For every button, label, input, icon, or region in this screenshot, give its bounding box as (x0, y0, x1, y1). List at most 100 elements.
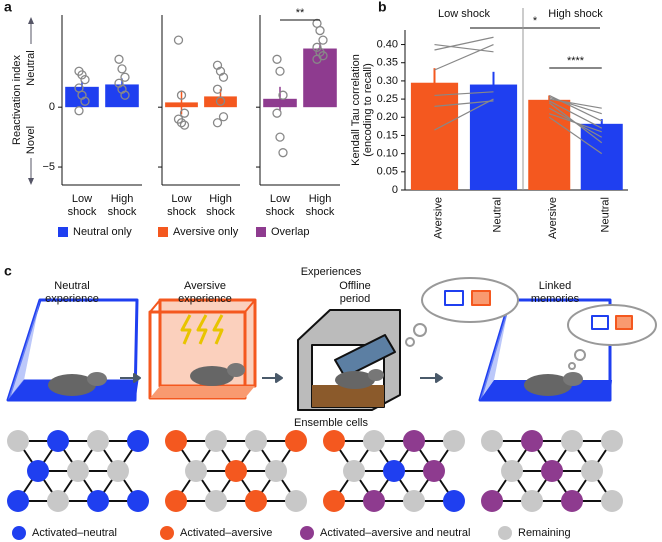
panel-title: Low shock (438, 8, 490, 20)
data-point (176, 90, 187, 100)
y-axis-label: Reactivation index (11, 55, 23, 145)
x-tick-label: Low (72, 193, 92, 205)
data-point (318, 35, 328, 45)
cell-node (67, 460, 89, 482)
legend-swatch (158, 227, 168, 237)
data-point (312, 54, 322, 64)
x-tick-label: Low (171, 193, 191, 205)
data-point (272, 54, 282, 64)
cell-node (87, 490, 109, 512)
subject-line (434, 36, 494, 51)
data-point (173, 35, 184, 45)
data-point (77, 70, 87, 80)
axis-arrow (28, 17, 34, 24)
data-point (278, 148, 288, 158)
y-tick-label: 0.05 (377, 166, 398, 178)
cell-node (521, 430, 543, 452)
x-tick-label: Neutral (491, 197, 503, 232)
y-tick-label: 0 (49, 101, 55, 113)
cell-node (501, 460, 523, 482)
cell-node (107, 460, 129, 482)
x-tick-label: Aversive (432, 197, 444, 239)
significance: **** (567, 55, 585, 67)
data-point (312, 42, 322, 52)
x-tick-label: shock (68, 206, 97, 218)
cell-node (127, 490, 149, 512)
cell-node (185, 460, 207, 482)
legend-swatch (160, 526, 174, 540)
bar (528, 99, 571, 190)
y-axis-label: Kendall Tau correlation (350, 54, 362, 166)
panel-label: b (378, 0, 387, 15)
x-tick-label: shock (206, 206, 235, 218)
data-point (74, 106, 84, 116)
data-point (278, 90, 288, 100)
cell-node (47, 490, 69, 512)
cell-node (285, 430, 307, 452)
cell-node (601, 430, 623, 452)
stage-label: memories (531, 293, 580, 305)
cell-node (383, 460, 405, 482)
cell-node (581, 460, 603, 482)
subject-line (434, 91, 494, 97)
subject-line (548, 100, 603, 129)
legend-label: Overlap (271, 226, 310, 238)
data-point (179, 120, 190, 130)
cell-node (561, 490, 583, 512)
legend-label: Activated–neutral (32, 527, 117, 539)
cell-node (403, 490, 425, 512)
x-tick-label: shock (108, 206, 137, 218)
bar (65, 86, 99, 108)
x-tick-label: shock (167, 206, 196, 218)
data-point (80, 74, 90, 85)
data-point (212, 84, 223, 94)
cell-node (521, 490, 543, 512)
y-tick-label: −5 (42, 161, 55, 173)
subject-line (434, 43, 494, 53)
legend-swatch (498, 526, 512, 540)
data-point (275, 132, 285, 142)
bar (469, 84, 518, 190)
data-point (117, 64, 127, 74)
data-point (218, 72, 229, 82)
legend-label: Activated–aversive and neutral (320, 527, 470, 539)
cell-node (127, 430, 149, 452)
cell-node (245, 430, 267, 452)
data-point (176, 118, 187, 128)
cell-node (87, 430, 109, 452)
cell-node (205, 430, 227, 452)
significance: ** (296, 7, 305, 19)
cell-node (7, 430, 29, 452)
cell-node (443, 430, 465, 452)
cell-node (323, 430, 345, 452)
cell-node (47, 430, 69, 452)
cell-node (561, 430, 583, 452)
x-tick-label: High (309, 193, 332, 205)
cell-node (27, 460, 49, 482)
x-tick-label: Neutral (600, 197, 612, 232)
stage-label: period (340, 293, 371, 305)
data-point (218, 112, 229, 122)
subject-line (548, 116, 603, 155)
data-point (114, 54, 124, 64)
x-tick-label: Aversive (547, 197, 559, 239)
stage-label: Neutral (54, 280, 89, 292)
y-tick-label: 0.30 (377, 75, 398, 87)
y-tick-label: 0.15 (377, 129, 398, 141)
y-axis-label: Novel (25, 126, 37, 154)
illustrations (6, 277, 657, 411)
cell-node (245, 490, 267, 512)
cell-node (403, 430, 425, 452)
stage-label: Aversive (184, 280, 226, 292)
bar (105, 84, 139, 108)
panel-label: a (4, 0, 12, 15)
cell-node (343, 460, 365, 482)
cell-node (7, 490, 29, 512)
cell-node (363, 490, 385, 512)
cell-node (205, 490, 227, 512)
legend-swatch (300, 526, 314, 540)
cell-node (285, 490, 307, 512)
y-tick-label: 0.35 (377, 57, 398, 69)
data-point (80, 96, 90, 106)
data-point (315, 25, 325, 36)
